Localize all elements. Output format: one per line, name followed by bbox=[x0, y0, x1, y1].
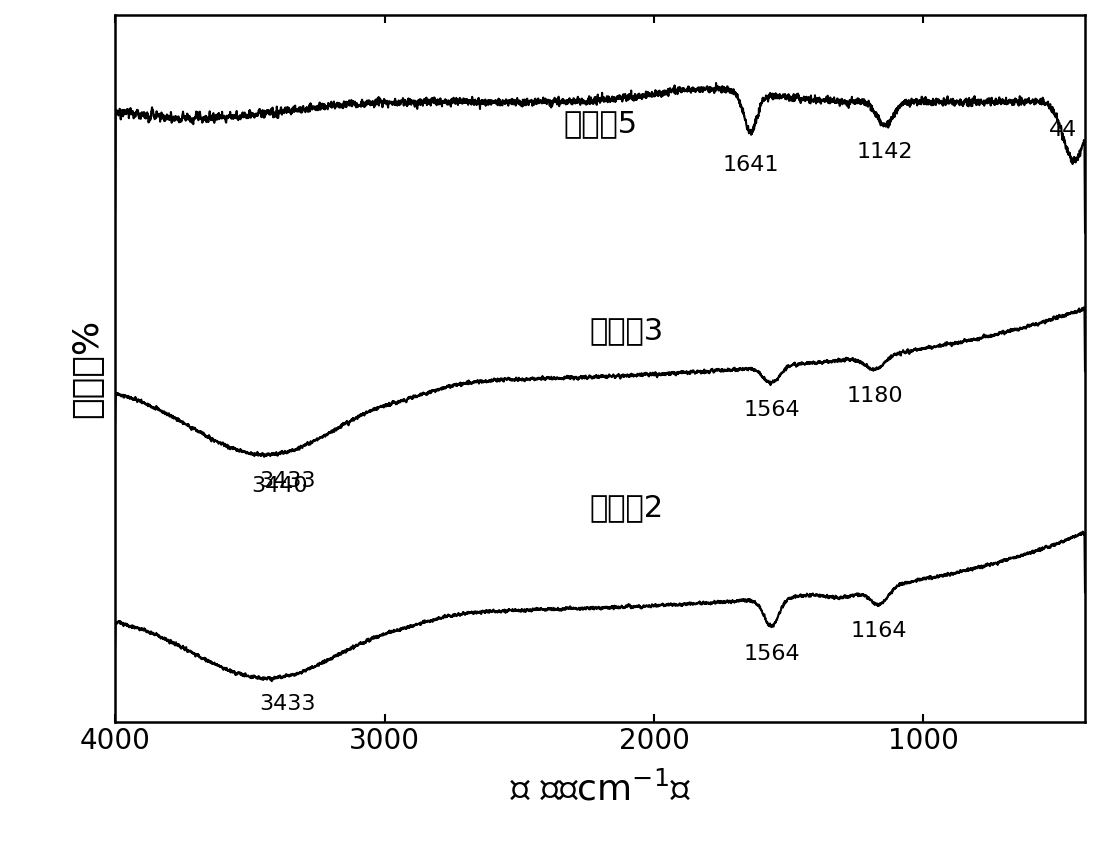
Text: 1142: 1142 bbox=[857, 142, 913, 162]
Y-axis label: 透过率%: 透过率% bbox=[70, 319, 104, 418]
Text: 44: 44 bbox=[1048, 120, 1077, 139]
Text: 3440: 3440 bbox=[251, 476, 308, 496]
Text: 3433: 3433 bbox=[260, 471, 316, 491]
Text: 1641: 1641 bbox=[723, 155, 779, 175]
Text: 实施例2: 实施例2 bbox=[590, 494, 664, 522]
Text: 实施例3: 实施例3 bbox=[590, 317, 664, 346]
Text: 1564: 1564 bbox=[744, 644, 800, 664]
Text: 1180: 1180 bbox=[847, 385, 903, 405]
Text: 3433: 3433 bbox=[260, 695, 316, 714]
Text: 1164: 1164 bbox=[851, 621, 907, 641]
X-axis label: 波 数（cm$^{-1}$）: 波 数（cm$^{-1}$） bbox=[509, 772, 691, 808]
Text: 1564: 1564 bbox=[744, 400, 800, 420]
Text: 实施例5: 实施例5 bbox=[563, 109, 637, 139]
